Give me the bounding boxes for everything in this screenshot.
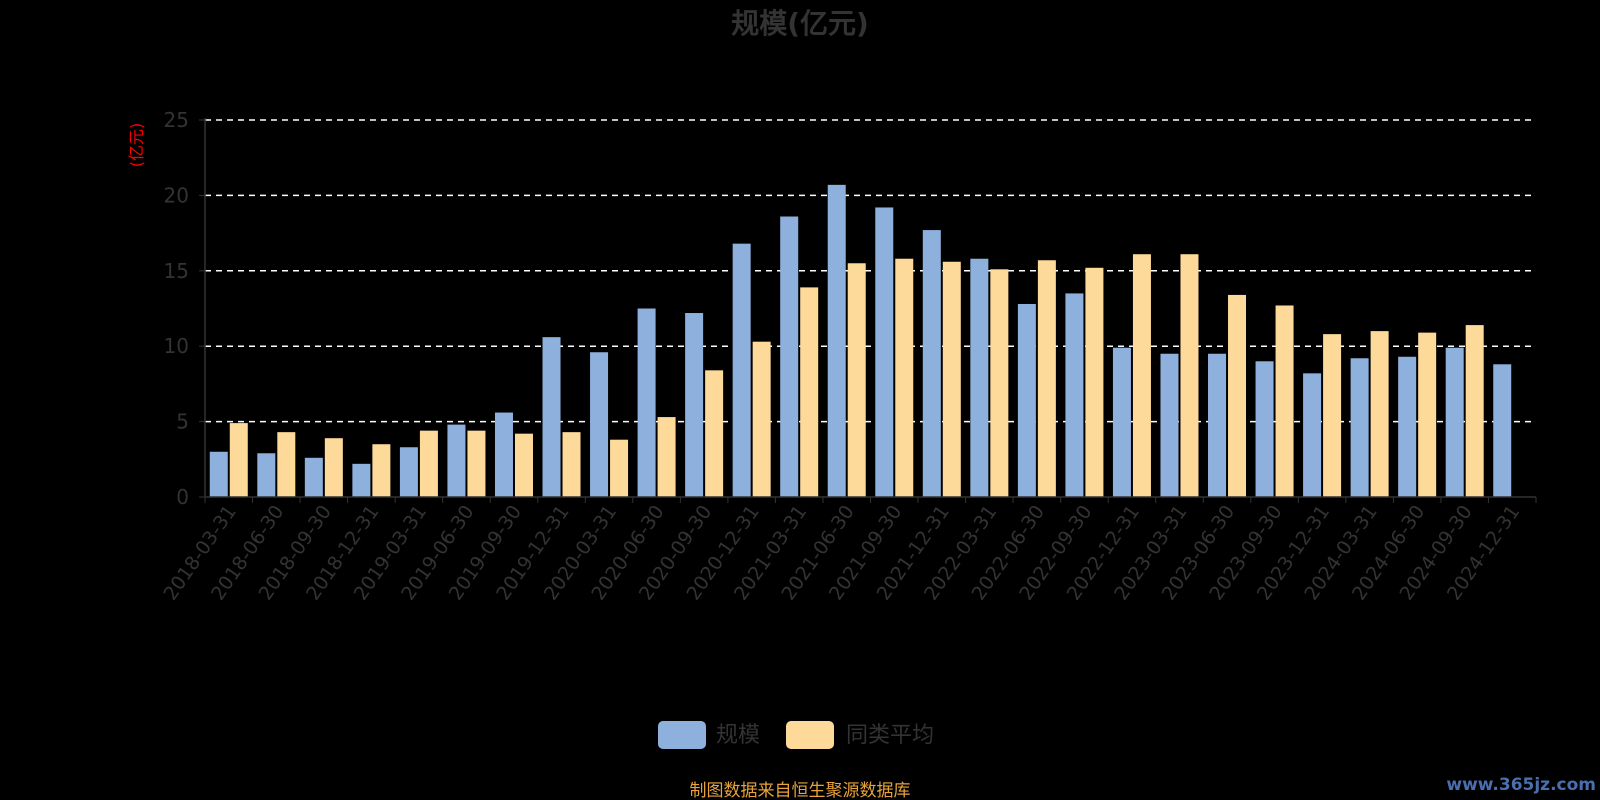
bar-scale[interactable]	[209, 451, 228, 497]
legend-swatch-peer-average[interactable]	[786, 721, 834, 749]
bar-scale[interactable]	[922, 230, 941, 498]
bar-scale[interactable]	[780, 216, 799, 497]
chart-title: 规模(亿元)	[731, 7, 869, 40]
bar-scale[interactable]	[1398, 356, 1417, 497]
bar-scale[interactable]	[1303, 373, 1322, 497]
bar-peer-average[interactable]	[847, 263, 866, 497]
y-tick-label: 5	[176, 410, 189, 434]
bar-scale[interactable]	[542, 337, 561, 497]
bar-peer-average[interactable]	[1275, 305, 1294, 497]
y-tick-label: 10	[164, 334, 189, 358]
grid-lines	[205, 119, 1536, 423]
bar-peer-average[interactable]	[657, 417, 676, 497]
bar-peer-average[interactable]	[1323, 334, 1342, 497]
legend-swatch-scale[interactable]	[658, 721, 706, 749]
bar-peer-average[interactable]	[800, 287, 819, 497]
bar-peer-average[interactable]	[705, 370, 724, 497]
legend: 规模 同类平均	[658, 721, 934, 749]
bar-scale[interactable]	[732, 243, 751, 497]
legend-label-peer-average[interactable]: 同类平均	[846, 723, 934, 748]
bar-peer-average[interactable]	[372, 444, 391, 497]
bar-peer-average[interactable]	[229, 423, 248, 497]
legend-label-scale[interactable]: 规模	[716, 723, 760, 748]
bar-peer-average[interactable]	[942, 261, 961, 497]
bar-peer-average[interactable]	[610, 439, 629, 497]
bar-scale[interactable]	[352, 463, 371, 497]
bar-peer-average[interactable]	[514, 433, 533, 497]
bar-peer-average[interactable]	[1037, 260, 1056, 497]
bar-peer-average[interactable]	[752, 341, 771, 497]
bars	[209, 184, 1512, 498]
bar-peer-average[interactable]	[277, 432, 296, 497]
bar-peer-average[interactable]	[1418, 332, 1437, 497]
y-tick-label: 20	[164, 183, 189, 207]
bar-scale[interactable]	[1350, 358, 1369, 497]
bar-scale[interactable]	[1112, 347, 1131, 497]
bar-scale[interactable]	[1017, 303, 1036, 497]
bar-peer-average[interactable]	[324, 438, 343, 497]
bar-peer-average[interactable]	[419, 430, 438, 497]
bar-peer-average[interactable]	[1465, 325, 1484, 497]
bar-peer-average[interactable]	[895, 258, 914, 497]
bar-peer-average[interactable]	[562, 432, 581, 497]
bar-scale[interactable]	[1493, 364, 1512, 497]
y-tick-label: 15	[164, 259, 189, 283]
bar-scale[interactable]	[637, 308, 656, 498]
bar-scale[interactable]	[399, 447, 418, 497]
bar-scale[interactable]	[494, 412, 513, 497]
bar-peer-average[interactable]	[1132, 254, 1151, 497]
bar-scale[interactable]	[827, 184, 846, 497]
y-axis-unit: (亿元)	[127, 123, 146, 168]
bar-scale[interactable]	[447, 424, 466, 497]
bar-scale[interactable]	[1255, 361, 1274, 497]
bar-scale[interactable]	[1208, 353, 1227, 497]
bar-peer-average[interactable]	[1180, 254, 1199, 497]
watermark: www.365jz.com	[1446, 775, 1596, 795]
bar-scale[interactable]	[304, 457, 323, 497]
data-source-note: 制图数据来自恒生聚源数据库	[690, 781, 911, 800]
bar-scale[interactable]	[875, 207, 894, 498]
bar-scale[interactable]	[1445, 347, 1464, 497]
bar-scale[interactable]	[970, 258, 989, 497]
bar-scale[interactable]	[590, 352, 609, 497]
y-tick-label: 0	[176, 485, 189, 509]
bar-peer-average[interactable]	[990, 269, 1009, 497]
y-tick-label: 25	[164, 108, 189, 132]
bar-peer-average[interactable]	[1228, 294, 1247, 497]
bar-peer-average[interactable]	[467, 430, 486, 497]
bar-peer-average[interactable]	[1370, 331, 1389, 497]
bar-scale[interactable]	[1065, 293, 1084, 497]
bar-scale[interactable]	[1160, 353, 1179, 497]
bar-scale[interactable]	[257, 453, 276, 497]
bar-peer-average[interactable]	[1085, 267, 1104, 497]
bar-scale[interactable]	[685, 313, 704, 497]
